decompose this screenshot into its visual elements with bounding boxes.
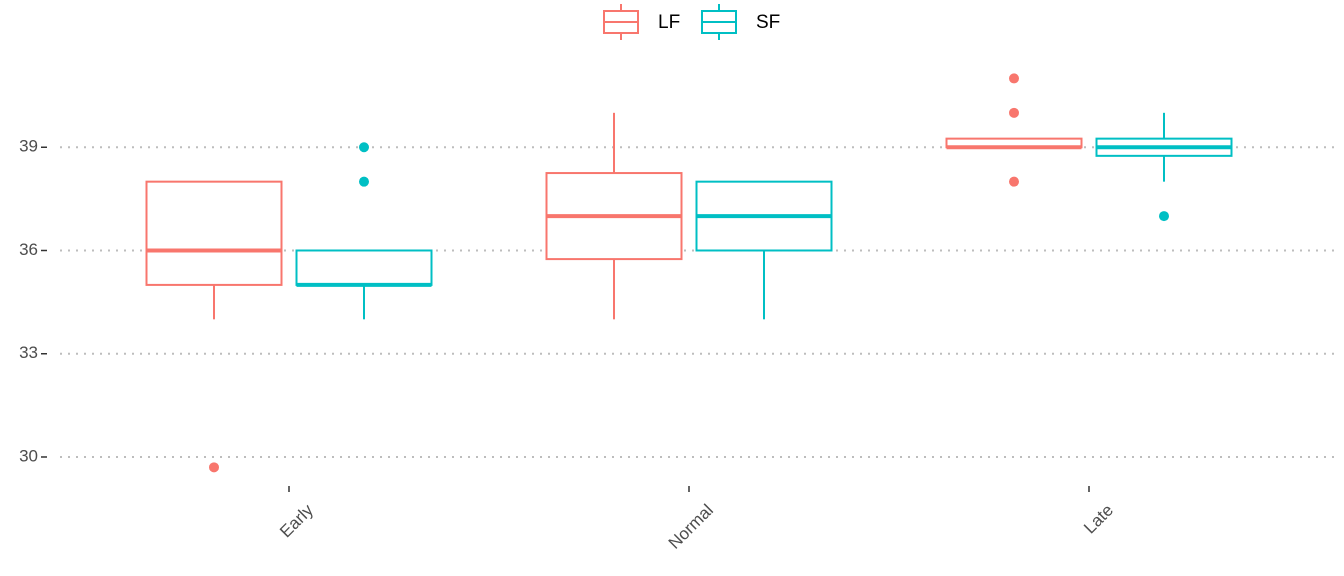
y-tick-label: 33 [19, 343, 38, 362]
y-tick-label: 39 [19, 137, 38, 156]
x-tick-label: Early [276, 500, 317, 541]
y-tick-label: 30 [19, 446, 38, 465]
outlier [1009, 107, 1019, 118]
legend-label: LF [658, 12, 680, 33]
y-tick-label: 36 [19, 240, 38, 259]
outlier [359, 176, 369, 187]
box [295, 249, 433, 286]
legend: LF SF [603, 4, 780, 40]
outlier [1009, 73, 1019, 84]
x-tick-label: Late [1080, 501, 1117, 538]
legend-label: SF [756, 12, 780, 33]
x-tick-label: Normal [665, 501, 717, 553]
box [145, 180, 283, 286]
outlier [1009, 176, 1019, 187]
outlier [209, 462, 219, 473]
outlier [1159, 211, 1169, 222]
outlier [359, 142, 369, 153]
